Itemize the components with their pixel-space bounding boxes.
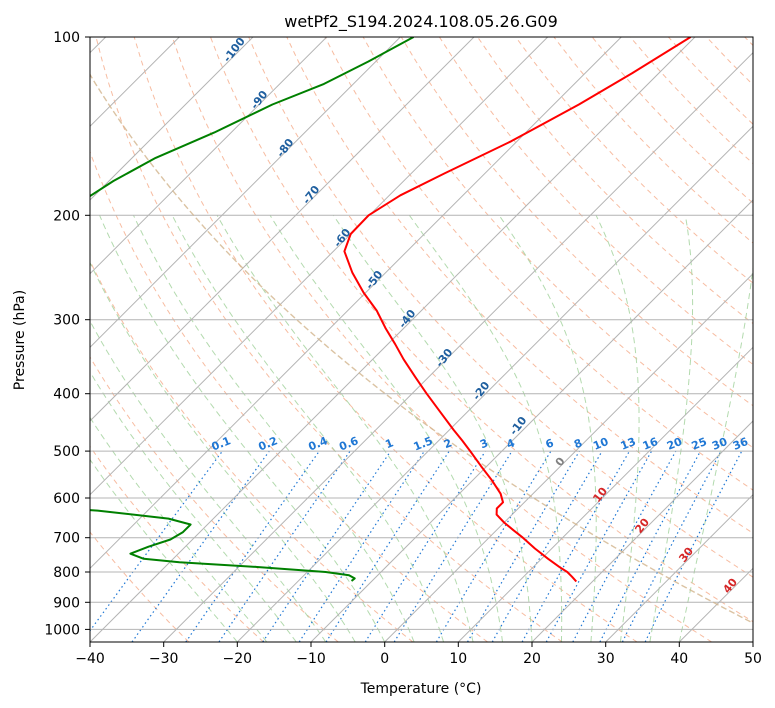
mixing-ratio-label: 13 [619, 435, 638, 453]
moist-adiabat-line [649, 215, 694, 642]
y-axis-title: Pressure (hPa) [12, 290, 28, 390]
y-tick-label: 700 [53, 531, 80, 547]
dry-adiabat-line [210, 37, 753, 623]
dry-adiabat-line [248, 37, 753, 578]
mixing-ratio-line [599, 450, 702, 642]
mixing-ratio-label: 36 [731, 435, 750, 453]
mixing-ratio-label: 3 [478, 436, 490, 451]
y-tick-label: 400 [53, 387, 80, 403]
y-tick-label: 100 [53, 30, 80, 46]
mixing-ratio-label: 30 [710, 435, 729, 453]
isotherm-line [531, 420, 753, 642]
mixing-ratio-label: 20 [665, 435, 684, 453]
x-tick-label: 10 [449, 651, 467, 667]
moist-adiabat-line [408, 215, 563, 642]
moist-adiabat-line [678, 264, 753, 642]
x-tick-label: −10 [296, 651, 326, 667]
isotherm-line [163, 51, 753, 642]
x-tick-label: −40 [75, 651, 105, 667]
moist-adiabat-line [90, 261, 356, 642]
moist-adiabat-line [332, 215, 533, 642]
y-tick-label: 300 [53, 313, 80, 329]
x-tick-label: 50 [744, 651, 762, 667]
x-tick-label: −30 [149, 651, 179, 667]
lcl-guide-line [90, 73, 753, 624]
moist-adiabat-line [90, 458, 238, 642]
moist-adiabat-line [595, 215, 640, 642]
isotherm-line [236, 125, 753, 642]
moist-adiabat-line [216, 215, 474, 642]
dry-adiabat-line [400, 37, 753, 407]
mixing-ratio-line [364, 450, 486, 642]
dewpoint-profile-line [90, 37, 415, 582]
isotherm-line [384, 272, 753, 642]
x-tick-label: 30 [597, 651, 615, 667]
mixing-ratio-label: 16 [641, 435, 660, 453]
isotherm-line [457, 346, 753, 642]
x-axis: −40 −30 −20 −10 0 10 20 30 40 50 [75, 642, 762, 667]
moist-adiabat-line [99, 215, 386, 642]
temperature-profile-line [343, 37, 692, 583]
x-tick-label: 40 [670, 651, 688, 667]
mixing-ratio-label: 1 [383, 436, 395, 451]
reference-lines [90, 37, 753, 642]
isotherm-line [605, 493, 753, 642]
y-axis: 100 200 300 400 500 600 700 800 900 1000 [44, 30, 90, 638]
mixing-ratio-line [262, 450, 392, 642]
isotherm-line [90, 37, 328, 275]
y-tick-label: 800 [53, 565, 80, 581]
y-tick-label: 600 [53, 491, 80, 507]
moist-adiabat-line [90, 416, 268, 642]
x-tick-label: 0 [380, 651, 389, 667]
moist-adiabat-line [90, 370, 297, 642]
plot-background [90, 37, 753, 642]
dry-adiabat-line [95, 37, 563, 642]
x-tick-label: −20 [223, 651, 253, 667]
dry-adiabat-line [90, 445, 264, 642]
mixing-ratio-label: 2 [442, 436, 454, 451]
moist-adiabat-line [269, 215, 503, 642]
isotherm-line [90, 37, 475, 422]
moist-adiabat-line [498, 215, 597, 642]
mixing-ratio-line [218, 450, 351, 642]
isotherm-line [90, 37, 549, 496]
moist-adiabat-line [133, 215, 415, 642]
isotherm-line [310, 199, 753, 642]
mixing-ratio-line [466, 450, 580, 642]
x-tick-label: 20 [523, 651, 541, 667]
mixing-ratio-label: 8 [572, 436, 584, 451]
isotherm-line [752, 641, 753, 642]
dry-adiabat-line [133, 37, 638, 642]
isotherm-line [90, 37, 401, 349]
dry-adiabat-line [90, 150, 488, 642]
dry-adiabat-line [438, 37, 753, 366]
moist-adiabat-line [171, 215, 445, 642]
sounding-profiles [90, 37, 692, 583]
mixing-ratio-label: 25 [690, 435, 709, 453]
y-tick-label: 900 [53, 595, 80, 611]
mixing-ratio-line [435, 450, 552, 642]
y-tick-label: 500 [53, 444, 80, 460]
chart-title: wetPf2_S194.2024.108.05.26.G09 [284, 12, 558, 32]
moist-adiabat-line [90, 320, 327, 642]
mixing-ratio-label: 10 [591, 435, 610, 453]
dry-adiabat-line [90, 531, 190, 642]
x-axis-title: Temperature (°C) [360, 681, 482, 697]
mixing-ratio-line [572, 450, 677, 642]
y-tick-label: 1000 [44, 622, 80, 638]
mixing-ratio-line [185, 450, 320, 642]
mixing-ratio-line [298, 450, 425, 642]
mixing-ratio-line [325, 450, 450, 642]
plot-frame [89, 36, 754, 643]
y-tick-label: 200 [53, 208, 80, 224]
isotherm-line [90, 37, 254, 201]
dry-adiabat-line [515, 37, 753, 284]
